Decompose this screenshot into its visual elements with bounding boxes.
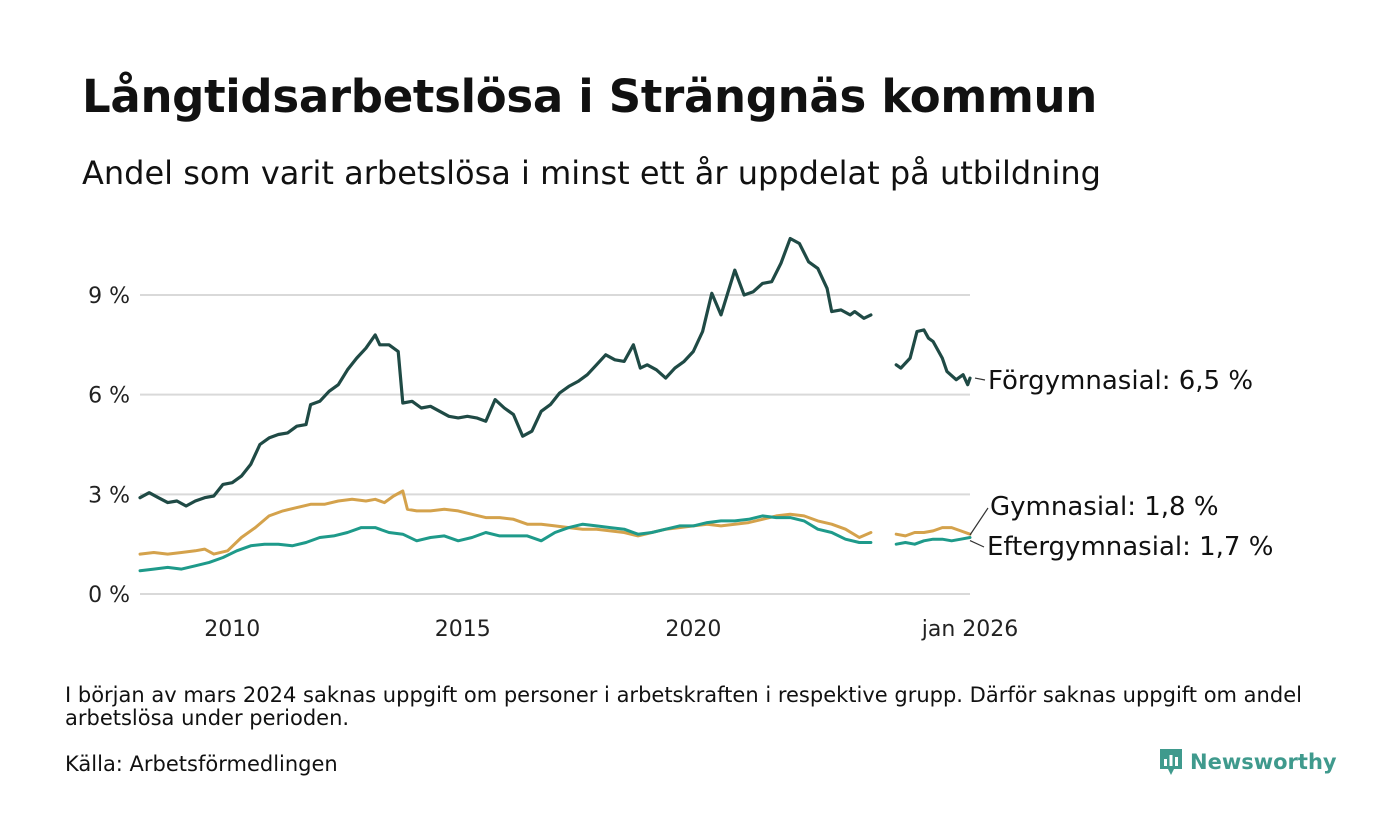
y-tick-label: 6 % [88, 384, 130, 409]
y-tick-label: 0 % [88, 583, 130, 608]
series-line-gymnasial [138, 489, 873, 556]
x-tick-label: 2010 [204, 617, 260, 642]
series-line-gymnasial-after-gap [894, 526, 972, 538]
label-leader-gymnasial [969, 507, 989, 536]
line-chart: 0 % 3 % 6 % 9 % 2010 2015 2020 jan 2026 Förgymna… [88, 236, 1273, 642]
label-leader-eftergymnasial [969, 539, 985, 548]
series-label-gymnasial: Gymnasial: 1,8 % [990, 492, 1219, 522]
label-leader-forgymnasial [974, 377, 986, 381]
series-line-eftergymnasial [138, 514, 873, 573]
chart-subtitle: Andel som varit arbetslösa i minst ett å… [82, 154, 1101, 192]
series-line-eftergymnasial-after-gap [894, 536, 972, 546]
y-tick-label: 9 % [88, 284, 130, 309]
series-line-forgymnasial-after-gap [894, 328, 972, 387]
source-text: Källa: Arbetsförmedlingen [65, 752, 338, 776]
series-label-eftergymnasial: Eftergymnasial: 1,7 % [987, 532, 1273, 562]
newsworthy-logo-icon [1160, 749, 1182, 775]
x-tick-label: 2020 [665, 617, 721, 642]
series-line-forgymnasial [138, 236, 873, 508]
chart-title: Långtidsarbetslösa i Strängnäs kommun [82, 70, 1098, 123]
series-label-forgymnasial: Förgymnasial: 6,5 % [988, 366, 1253, 396]
brand-name: Newsworthy [1190, 750, 1337, 774]
brand-logo[interactable]: Newsworthy [1158, 747, 1337, 777]
footnote: I början av mars 2024 saknas uppgift om … [65, 683, 1302, 730]
y-tick-label: 3 % [88, 483, 130, 508]
x-tick-label: jan 2026 [921, 617, 1019, 642]
x-tick-label: 2015 [435, 617, 491, 642]
